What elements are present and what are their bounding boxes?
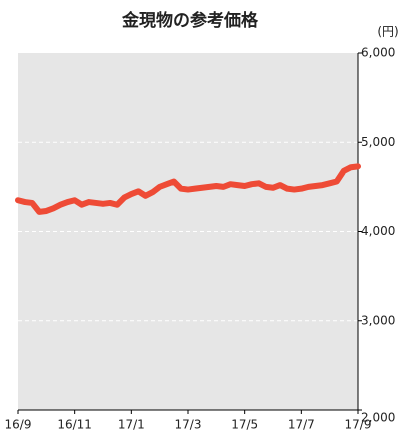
- x-tick-label: 17/5: [231, 418, 258, 432]
- y-tick-label: 3,000: [361, 313, 395, 327]
- y-tick-label: 4,000: [361, 224, 395, 238]
- y-tick-label: 6,000: [361, 46, 395, 60]
- y-unit: (円): [377, 25, 398, 39]
- x-tick-label: 17/1: [118, 418, 145, 432]
- chart-title: 金現物の参考価格: [121, 10, 259, 31]
- x-tick-label: 17/7: [288, 418, 315, 432]
- y-tick-label: 2,000: [361, 411, 395, 425]
- x-tick-label: 17/3: [175, 418, 202, 432]
- x-tick-label: 16/9: [5, 418, 32, 432]
- x-tick-label: 16/11: [57, 418, 92, 432]
- y-tick-label: 5,000: [361, 135, 395, 149]
- x-tick-label: 17/9: [345, 418, 372, 432]
- line: [15, 163, 361, 215]
